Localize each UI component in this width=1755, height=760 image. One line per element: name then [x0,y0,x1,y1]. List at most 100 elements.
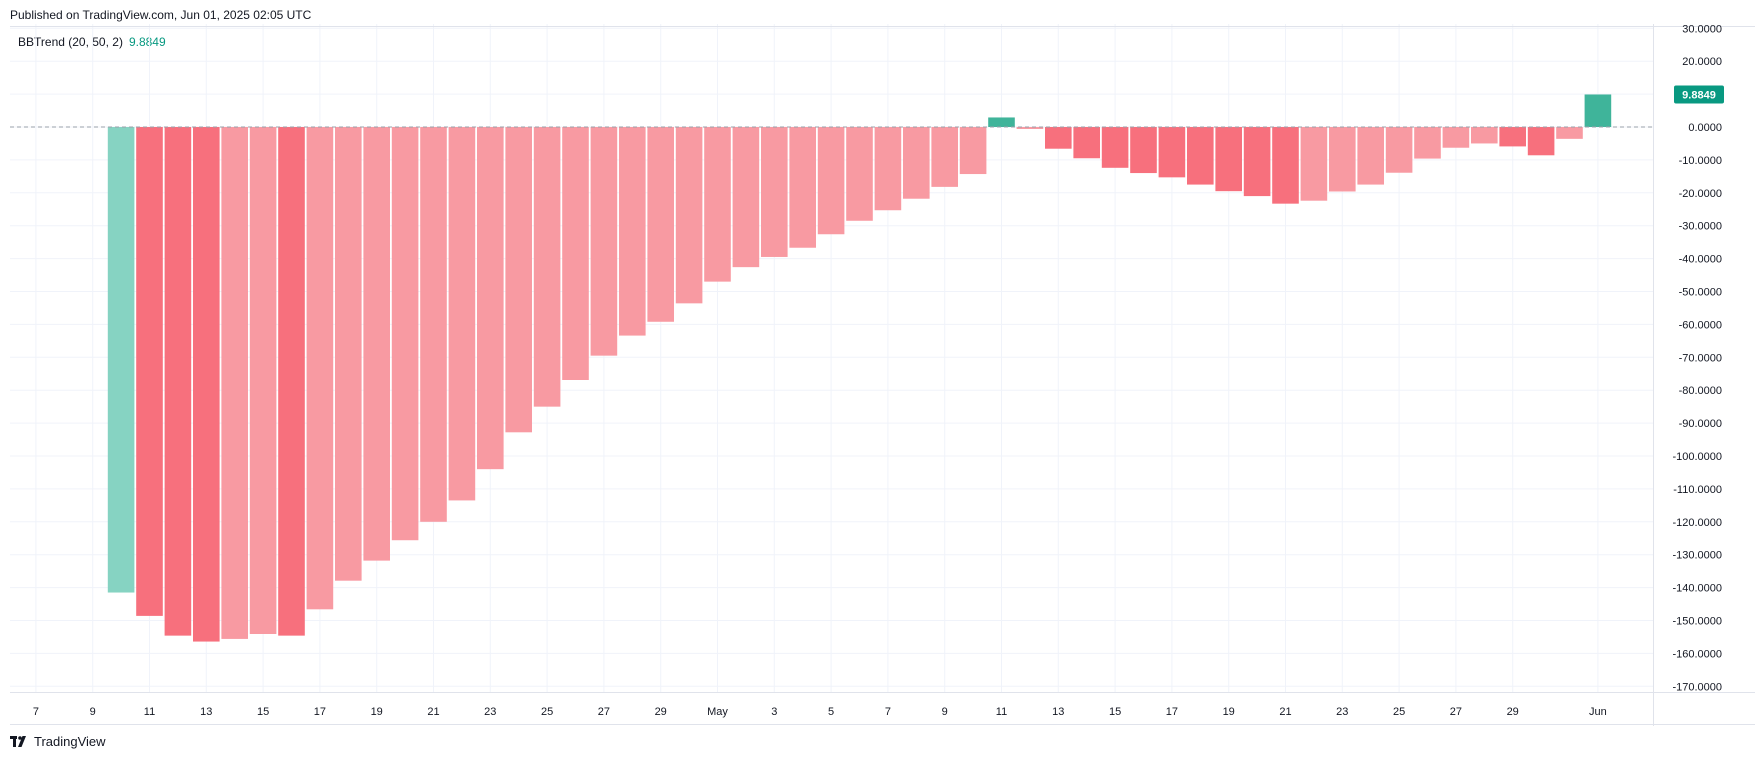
last-value-badge-layer: 9.8849 [1674,85,1724,104]
y-tick-label: -10.0000 [1679,155,1722,167]
histogram-bar [1300,127,1328,201]
histogram-bar [1073,127,1100,159]
indicator-legend[interactable]: BBTrend (20, 50, 2) 9.8849 [18,35,166,49]
x-tick-label: 3 [771,706,777,718]
x-tick-label: 5 [828,706,834,718]
histogram-bar [1385,127,1413,173]
histogram-bar [164,127,192,636]
histogram-bar [1584,94,1612,127]
y-tick-label: -20.0000 [1679,188,1722,200]
y-tick-label: -160.0000 [1672,648,1722,660]
histogram-bar [874,127,902,211]
histogram-bar [590,127,618,356]
x-tick-label: 15 [257,706,269,718]
x-tick-label: 19 [371,706,383,718]
histogram-bar [1357,127,1384,185]
histogram-bar [846,127,873,221]
histogram-bar [391,127,419,541]
histogram-bars [107,94,1612,642]
x-tick-label: 15 [1109,706,1121,718]
histogram-bar [335,127,362,581]
y-tick-label: -90.0000 [1679,418,1722,430]
x-tick-label: 17 [314,706,326,718]
x-tick-label: Jun [1589,706,1607,718]
price-axis[interactable]: 30.000020.000010.00000.0000-10.0000-20.0… [1672,23,1722,693]
x-tick-label: 27 [1450,706,1462,718]
last-value-badge [1674,85,1724,104]
histogram-bar [931,127,958,187]
x-tick-label: 11 [144,706,155,718]
y-tick-label: -100.0000 [1672,451,1722,463]
x-tick-label: 19 [1223,706,1235,718]
y-tick-label: -30.0000 [1679,221,1722,233]
histogram-bar [903,127,930,199]
plot-frame [10,24,1755,726]
x-tick-label: 25 [1393,706,1405,718]
x-tick-label: 21 [427,706,439,718]
histogram-bar [988,117,1015,127]
histogram-bar [505,127,532,433]
indicator-value: 9.8849 [128,35,166,49]
histogram-bar [1187,127,1214,185]
indicator-name: BBTrend (20, 50, 2) [18,35,123,49]
histogram-bar [619,127,646,336]
x-tick-label: 9 [90,706,96,718]
histogram-bar [1101,127,1129,168]
histogram-bar [1329,127,1356,192]
y-tick-label: -60.0000 [1679,319,1722,331]
histogram-bar [647,127,674,322]
histogram-bar [477,127,504,470]
x-tick-label: 11 [996,706,1007,718]
x-tick-label: 23 [484,706,496,718]
x-tick-label: 29 [1507,706,1519,718]
time-axis[interactable]: 7 9 11 13 15 17 19 21 23 25 27 29 May 3 5 7 9 11 13 15 17 19 2… [33,706,1607,718]
x-tick-label: 29 [655,706,667,718]
y-tick-label: -150.0000 [1672,616,1722,628]
y-tick-label: -130.0000 [1672,550,1722,562]
histogram-bar [1045,127,1072,149]
x-tick-label: 27 [598,706,610,718]
y-tick-label: 30.0000 [1682,23,1722,35]
y-tick-label: -110.0000 [1673,484,1722,496]
histogram-bar [1499,127,1526,147]
histogram-bar [221,127,248,639]
y-tick-label: -70.0000 [1679,352,1722,364]
histogram-bar [1016,127,1044,129]
histogram-bar [1215,127,1242,192]
histogram-bar [704,127,731,282]
x-tick-label: 7 [885,706,891,718]
x-tick-label: 13 [1052,706,1064,718]
histogram-bar [193,127,220,642]
y-tick-label: -140.0000 [1672,583,1722,595]
last-value-badge-text: 9.8849 [1682,89,1716,101]
histogram-bar [761,127,788,257]
histogram-bar [448,127,476,501]
histogram-bar [1556,127,1583,139]
tradingview-brand[interactable]: TradingView [10,734,106,749]
histogram-bar [1243,127,1271,197]
histogram-bar [1272,127,1299,204]
y-tick-label: 0.0000 [1688,122,1722,134]
y-tick-label: -50.0000 [1679,287,1722,299]
x-tick-label: 9 [942,706,948,718]
histogram-bar [1442,127,1470,148]
y-tick-label: -120.0000 [1672,517,1722,529]
tradingview-logo-icon [10,735,26,747]
histogram-bar [533,127,561,407]
x-tick-label: 17 [1166,706,1178,718]
histogram-bar [107,127,135,593]
y-tick-label: -170.0000 [1672,681,1722,693]
histogram-bar [1158,127,1186,178]
histogram-bar [278,127,305,636]
y-tick-label: 20.0000 [1682,56,1722,68]
histogram-bar [562,127,589,380]
histogram-bar [675,127,703,304]
histogram-bar [817,127,845,235]
x-tick-label: 25 [541,706,553,718]
x-tick-label: 21 [1279,706,1291,718]
x-tick-label: 23 [1336,706,1348,718]
tradingview-logo-text: TradingView [34,734,106,749]
histogram-bar [1527,127,1555,156]
